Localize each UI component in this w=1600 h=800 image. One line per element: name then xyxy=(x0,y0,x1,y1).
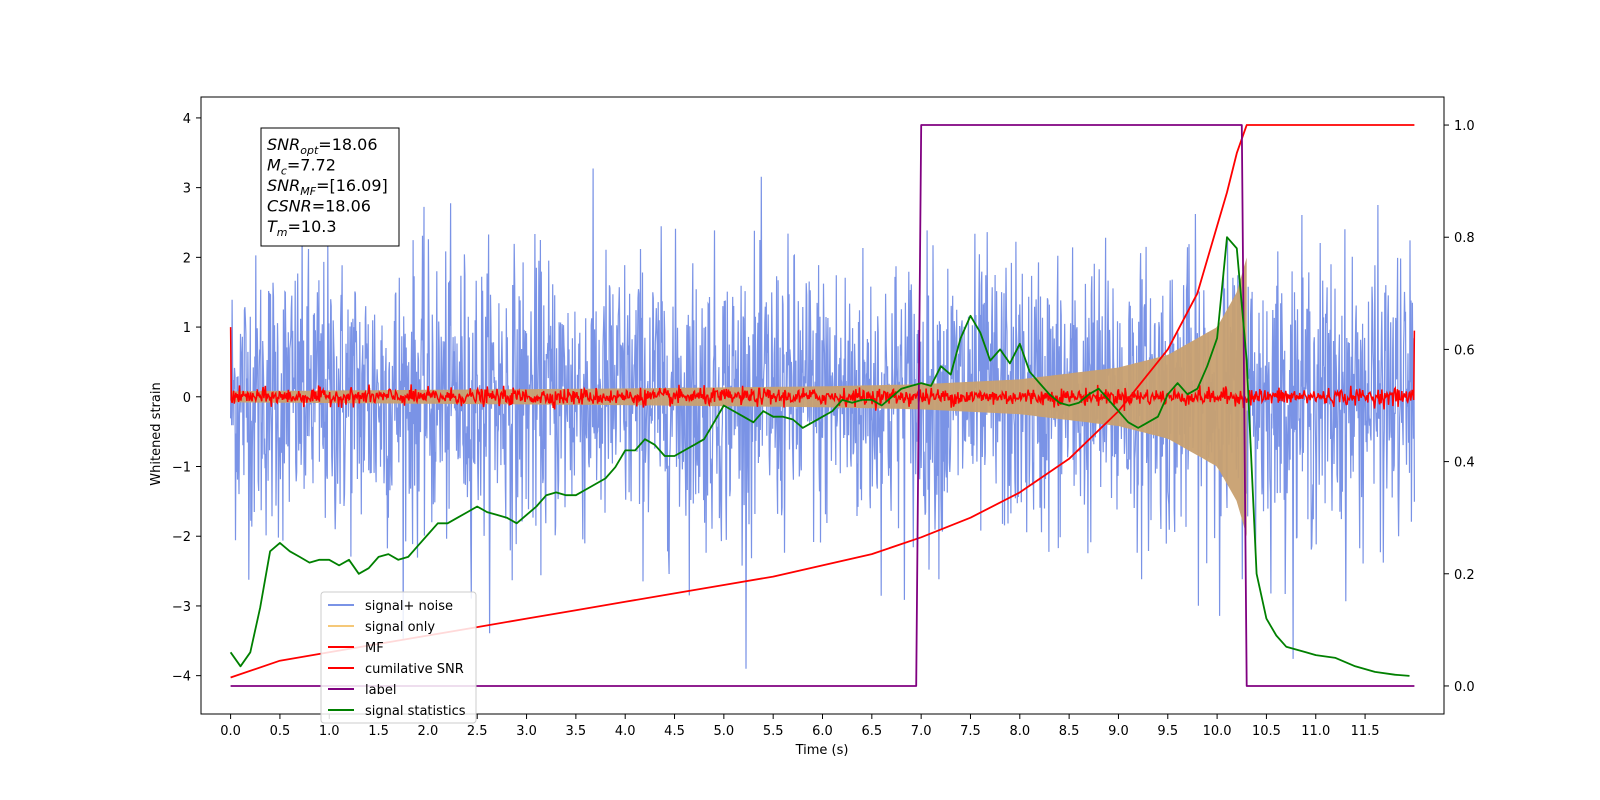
x-tick-label: 11.0 xyxy=(1301,724,1330,739)
left-y-tick-label: 0 xyxy=(183,391,191,406)
info-line: SNRopt=18.06 xyxy=(267,135,378,157)
x-tick-label: 8.0 xyxy=(1009,724,1030,739)
x-tick-label: 2.5 xyxy=(467,724,488,739)
left-y-tick-label: 2 xyxy=(183,251,191,266)
info-line: SNRMF=[16.09] xyxy=(267,176,388,198)
x-tick-label: 10.0 xyxy=(1203,724,1232,739)
x-tick-label: 5.0 xyxy=(714,724,735,739)
x-tick-label: 3.0 xyxy=(516,724,537,739)
x-axis-label: Time (s) xyxy=(795,743,849,758)
x-tick-label: 7.0 xyxy=(911,724,932,739)
x-tick-label: 7.5 xyxy=(960,724,981,739)
left-y-axis-ticks: 4 3 2 1 0 −1 −2 −3 −4 xyxy=(172,112,201,685)
x-axis-ticks: 0.0 0.5 1.0 1.5 2.0 2.5 3.0 3.5 4.0 4.5 5.0 5.5 6.0 6… xyxy=(220,714,1380,739)
x-tick-label: 5.5 xyxy=(763,724,784,739)
right-y-tick-label: 0.6 xyxy=(1454,343,1475,358)
x-tick-label: 4.5 xyxy=(664,724,685,739)
x-tick-label: 0.5 xyxy=(270,724,291,739)
series-mf xyxy=(229,327,1416,411)
info-box-frame xyxy=(260,127,400,247)
right-y-tick-label: 0.8 xyxy=(1454,231,1475,246)
legend-label: signal statistics xyxy=(365,704,466,719)
info-line: CSNR=18.06 xyxy=(267,197,371,216)
x-tick-label: 9.0 xyxy=(1108,724,1129,739)
y-axis-label: Whitened strain xyxy=(149,382,164,485)
x-tick-label: 8.5 xyxy=(1059,724,1080,739)
legend-label: signal only xyxy=(365,620,435,635)
x-tick-label: 2.0 xyxy=(418,724,439,739)
left-y-tick-label: −2 xyxy=(172,530,191,545)
x-tick-label: 6.0 xyxy=(812,724,833,739)
legend-label: MF xyxy=(365,641,384,656)
info-line: Tm=10.3 xyxy=(267,217,337,239)
x-tick-label: 3.5 xyxy=(566,724,587,739)
right-y-tick-label: 0.2 xyxy=(1454,568,1475,583)
x-tick-label: 4.0 xyxy=(615,724,636,739)
x-tick-label: 9.5 xyxy=(1157,724,1178,739)
x-tick-label: 1.0 xyxy=(319,724,340,739)
x-tick-label: 10.5 xyxy=(1252,724,1281,739)
left-y-tick-label: 3 xyxy=(183,182,191,197)
x-tick-label: 6.5 xyxy=(861,724,882,739)
right-y-tick-label: 0.4 xyxy=(1454,456,1475,471)
series-signal-statistics xyxy=(229,236,1410,677)
right-y-axis-ticks: 1.0 0.8 0.6 0.4 0.2 0.0 xyxy=(1444,119,1475,695)
left-y-tick-label: 4 xyxy=(183,112,191,127)
left-y-tick-label: −1 xyxy=(172,461,191,476)
left-y-tick-label: −3 xyxy=(172,600,191,615)
legend-label: cumilative SNR xyxy=(365,662,464,677)
series-label xyxy=(230,124,1415,687)
left-y-tick-label: 1 xyxy=(183,321,191,336)
left-y-tick-label: −4 xyxy=(172,670,191,685)
x-tick-label: 11.5 xyxy=(1351,724,1380,739)
legend-label: signal+ noise xyxy=(365,599,453,614)
x-tick-label: 0.0 xyxy=(220,724,241,739)
right-y-tick-label: 1.0 xyxy=(1454,119,1475,134)
x-tick-label: 1.5 xyxy=(368,724,389,739)
info-box: SNRopt=18.06Mc=7.72SNRMF=[16.09]CSNR=18.… xyxy=(260,127,400,247)
right-y-tick-label: 0.0 xyxy=(1454,680,1475,695)
legend: signal+ noise signal only MF cumilative SNR… xyxy=(320,591,477,724)
legend-frame xyxy=(320,591,477,724)
legend-label: label xyxy=(365,683,396,698)
info-line: Mc=7.72 xyxy=(267,156,336,178)
